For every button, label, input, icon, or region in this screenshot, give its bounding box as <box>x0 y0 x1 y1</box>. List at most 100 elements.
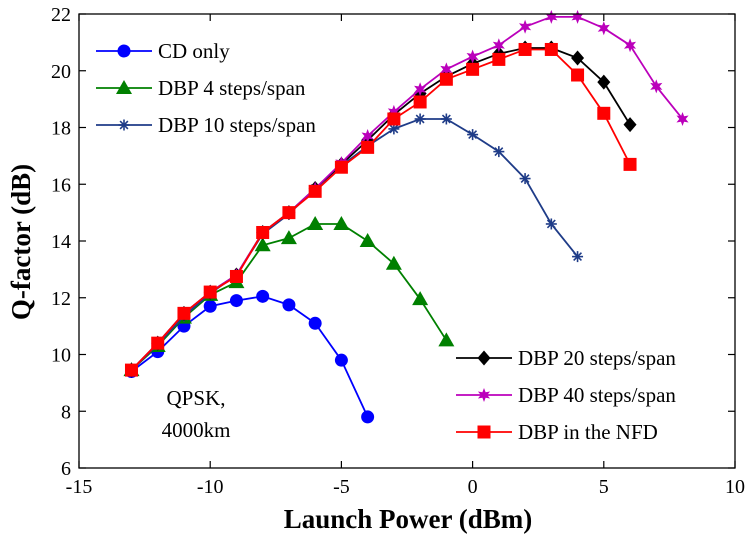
data-point <box>572 251 584 263</box>
data-point <box>440 113 452 125</box>
y-tick-label: 12 <box>51 288 71 310</box>
legend-label: DBP 10 steps/span <box>158 113 316 137</box>
data-point <box>256 225 270 239</box>
data-point <box>151 336 165 350</box>
data-point <box>544 42 558 56</box>
data-point <box>414 82 427 97</box>
x-tick-label: -10 <box>197 476 224 498</box>
data-point <box>308 184 322 198</box>
data-point <box>124 363 138 377</box>
plot-area <box>123 9 689 424</box>
legend-item: CD only <box>96 39 230 63</box>
data-point <box>492 52 506 66</box>
data-point <box>229 294 243 308</box>
y-tick-label: 18 <box>51 118 71 140</box>
data-point <box>650 79 663 94</box>
x-tick-label: 0 <box>468 476 478 498</box>
data-point <box>571 9 584 24</box>
data-point <box>413 95 427 109</box>
data-point <box>571 50 585 66</box>
data-point <box>307 215 324 230</box>
data-point <box>387 104 400 119</box>
data-point <box>203 299 217 313</box>
data-point <box>282 298 296 312</box>
x-axis-title: Launch Power (dBm) <box>284 504 533 534</box>
data-point <box>466 49 479 64</box>
legend-item: DBP 20 steps/span <box>456 346 676 370</box>
annotation-line-2: 4000km <box>162 418 231 442</box>
legend-marker <box>477 425 491 439</box>
data-point <box>361 410 375 424</box>
y-tick-label: 10 <box>51 345 71 367</box>
data-point <box>597 21 610 36</box>
data-point <box>440 62 453 77</box>
legend-label: CD only <box>158 39 230 63</box>
data-point <box>280 230 297 245</box>
data-point <box>361 129 374 144</box>
legend-label: DBP 20 steps/span <box>518 346 676 370</box>
data-point <box>492 38 505 53</box>
legend-item: DBP 40 steps/span <box>456 383 676 407</box>
data-point <box>203 285 217 299</box>
legend-marker <box>117 44 131 58</box>
data-point <box>414 113 426 125</box>
series-line <box>130 223 448 371</box>
data-point <box>177 306 191 320</box>
data-point <box>412 291 429 306</box>
data-point <box>571 68 585 82</box>
legend-label: DBP 40 steps/span <box>518 383 676 407</box>
legend-label: DBP 4 steps/span <box>158 76 306 100</box>
data-point <box>256 289 270 303</box>
data-point <box>519 19 532 34</box>
data-point <box>467 129 479 141</box>
y-tick-label: 16 <box>51 174 71 196</box>
x-tick-label: 5 <box>599 476 609 498</box>
data-point <box>387 112 401 126</box>
legend: CD only DBP 4 steps/span DBP 10 steps/span… <box>96 39 676 444</box>
data-point <box>519 173 531 185</box>
data-point <box>597 74 611 90</box>
data-point <box>597 106 611 120</box>
data-point <box>334 160 348 174</box>
legend-item: DBP 4 steps/span <box>96 76 306 100</box>
x-tick-label: -5 <box>333 476 350 498</box>
series-4 <box>125 9 689 378</box>
data-point <box>623 38 637 53</box>
data-point <box>385 255 402 270</box>
legend-item: DBP in the NFD <box>456 420 658 444</box>
data-point <box>545 9 558 24</box>
data-point <box>518 42 532 56</box>
data-point <box>545 218 557 230</box>
data-point <box>333 215 350 230</box>
y-tick-label: 8 <box>61 401 71 423</box>
y-tick-label: 22 <box>51 4 71 26</box>
data-point <box>282 206 296 220</box>
data-point <box>623 157 637 171</box>
data-point <box>361 140 375 154</box>
data-point <box>676 111 689 126</box>
y-tick-label: 14 <box>51 231 71 253</box>
legend-marker <box>116 80 132 94</box>
data-point <box>623 117 637 133</box>
legend-marker <box>477 350 491 366</box>
data-point <box>439 72 453 86</box>
series-line <box>130 295 369 418</box>
data-point <box>438 332 455 347</box>
data-point <box>359 233 376 247</box>
data-point <box>229 269 243 283</box>
y-tick-label: 6 <box>61 458 71 480</box>
data-point <box>493 146 505 158</box>
data-point <box>254 237 271 252</box>
legend-marker <box>477 388 491 402</box>
legend-item: DBP 10 steps/span <box>96 113 316 137</box>
series-0 <box>124 289 375 424</box>
series-5 <box>124 42 637 377</box>
x-tick-label: 10 <box>725 476 745 498</box>
axes: -15 -10 -5 0 5 10 6 8 10 12 14 16 18 20 22 <box>51 4 745 498</box>
data-point <box>466 62 480 76</box>
x-tick-label: -15 <box>66 476 93 498</box>
series-1 <box>123 215 455 377</box>
legend-label: DBP in the NFD <box>518 420 658 444</box>
legend-group-top-left: CD only DBP 4 steps/span DBP 10 steps/span <box>96 39 316 137</box>
